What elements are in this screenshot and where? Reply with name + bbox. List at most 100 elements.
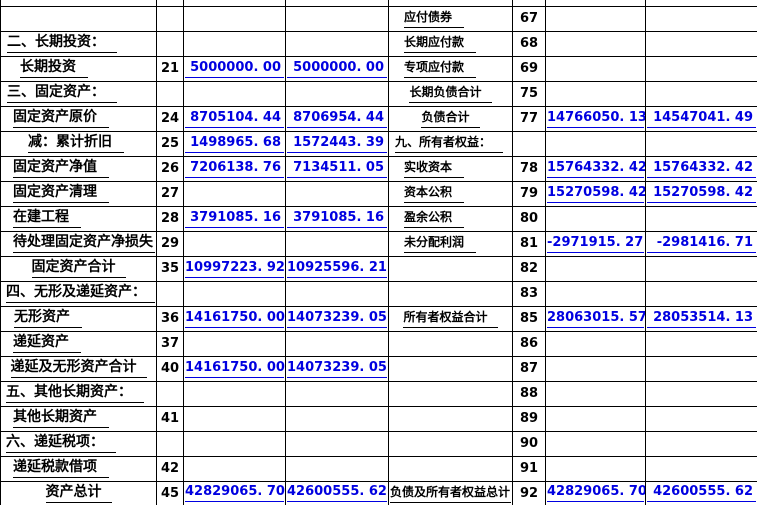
right-value1-cell[interactable] [545,430,646,457]
left-value2-cell[interactable]: 5000000. 00 [285,55,389,82]
left-item-label-cell[interactable]: 二、长期投资： [0,30,157,57]
right-value2-cell[interactable] [645,455,757,482]
left-line-number-cell[interactable]: 27 [156,180,184,207]
left-item-label-cell[interactable]: 递延资产 [0,330,157,357]
left-value2-cell[interactable]: 3791085. 16 [285,205,389,232]
left-line-number-cell[interactable]: 24 [156,105,184,132]
right-value2-cell[interactable]: -2981416. 71 [645,230,757,257]
right-value1-cell[interactable] [545,455,646,482]
right-line-number-cell[interactable]: 90 [512,430,546,457]
left-value2-cell[interactable]: 14073239. 05 [285,355,389,382]
right-item-label-cell[interactable] [388,255,513,282]
left-line-number-cell[interactable] [156,5,184,32]
right-value1-cell[interactable] [545,280,646,307]
left-item-label-cell[interactable]: 固定资产合计 [0,255,157,282]
right-value2-cell[interactable] [645,380,757,407]
left-item-label-cell[interactable]: 固定资产清理 [0,180,157,207]
left-value1-cell[interactable] [183,430,286,457]
left-value1-cell[interactable]: 14161750. 00 [183,305,286,332]
right-line-number-cell[interactable]: 85 [512,305,546,332]
left-item-label-cell[interactable]: 减：累计折旧 [0,130,157,157]
left-value2-cell[interactable] [285,330,389,357]
right-line-number-cell[interactable]: 80 [512,205,546,232]
right-value1-cell[interactable] [545,5,646,32]
right-item-label-cell[interactable]: 未分配利润 [388,230,513,257]
left-value2-cell[interactable]: 8706954. 44 [285,105,389,132]
right-item-label-cell[interactable]: 资本公积 [388,180,513,207]
left-value1-cell[interactable]: 3791085. 16 [183,205,286,232]
right-item-label-cell[interactable]: 九、所有者权益： [388,130,513,157]
right-value1-cell[interactable]: 28063015. 57 [545,305,646,332]
right-value1-cell[interactable] [545,380,646,407]
left-line-number-cell[interactable]: 42 [156,455,184,482]
right-item-label-cell[interactable] [388,430,513,457]
left-value2-cell[interactable] [285,280,389,307]
left-value1-cell[interactable] [183,180,286,207]
left-item-label-cell[interactable]: 固定资产净值 [0,155,157,182]
right-value1-cell[interactable] [545,80,646,107]
right-line-number-cell[interactable]: 86 [512,330,546,357]
right-item-label-cell[interactable]: 负债及所有者权益总计 [388,480,513,505]
left-line-number-cell[interactable]: 37 [156,330,184,357]
right-value1-cell[interactable] [545,405,646,432]
right-value2-cell[interactable] [645,355,757,382]
right-item-label-cell[interactable]: 实收资本 [388,155,513,182]
left-value2-cell[interactable] [285,455,389,482]
right-value1-cell[interactable] [545,205,646,232]
left-item-label-cell[interactable]: 递延税款借项 [0,455,157,482]
left-value2-cell[interactable]: 10925596. 21 [285,255,389,282]
right-value1-cell[interactable]: 15764332. 42 [545,155,646,182]
right-item-label-cell[interactable]: 专项应付款 [388,55,513,82]
right-line-number-cell[interactable]: 67 [512,5,546,32]
left-value2-cell[interactable] [285,80,389,107]
right-line-number-cell[interactable]: 92 [512,480,546,505]
right-value2-cell[interactable] [645,30,757,57]
left-item-label-cell[interactable]: 其他长期资产 [0,405,157,432]
left-line-number-cell[interactable] [156,280,184,307]
left-line-number-cell[interactable] [156,80,184,107]
left-line-number-cell[interactable]: 21 [156,55,184,82]
right-line-number-cell[interactable]: 87 [512,355,546,382]
left-line-number-cell[interactable]: 29 [156,230,184,257]
right-value2-cell[interactable]: 15270598. 42 [645,180,757,207]
left-value1-cell[interactable] [183,280,286,307]
right-line-number-cell[interactable]: 82 [512,255,546,282]
right-item-label-cell[interactable]: 长期负债合计 [388,80,513,107]
right-value1-cell[interactable] [545,130,646,157]
right-value1-cell[interactable] [545,30,646,57]
left-value2-cell[interactable]: 1572443. 39 [285,130,389,157]
left-line-number-cell[interactable]: 36 [156,305,184,332]
right-item-label-cell[interactable] [388,355,513,382]
right-value2-cell[interactable] [645,330,757,357]
left-item-label-cell[interactable]: 在建工程 [0,205,157,232]
right-line-number-cell[interactable]: 78 [512,155,546,182]
right-line-number-cell[interactable]: 75 [512,80,546,107]
left-line-number-cell[interactable] [156,430,184,457]
left-value1-cell[interactable]: 1498965. 68 [183,130,286,157]
right-line-number-cell[interactable] [512,130,546,157]
right-value1-cell[interactable] [545,255,646,282]
right-item-label-cell[interactable]: 长期应付款 [388,30,513,57]
right-value2-cell[interactable] [645,280,757,307]
right-item-label-cell[interactable]: 所有者权益合计 [388,305,513,332]
right-line-number-cell[interactable]: 91 [512,455,546,482]
right-value2-cell[interactable]: 14547041. 49 [645,105,757,132]
left-value1-cell[interactable]: 7206138. 76 [183,155,286,182]
left-value2-cell[interactable] [285,405,389,432]
left-value2-cell[interactable] [285,5,389,32]
left-item-label-cell[interactable]: 递延及无形资产合计 [0,355,157,382]
left-line-number-cell[interactable]: 25 [156,130,184,157]
left-line-number-cell[interactable]: 45 [156,480,184,505]
right-item-label-cell[interactable] [388,455,513,482]
left-item-label-cell[interactable]: 固定资产原价 [0,105,157,132]
left-value1-cell[interactable] [183,80,286,107]
left-line-number-cell[interactable]: 35 [156,255,184,282]
left-line-number-cell[interactable]: 26 [156,155,184,182]
right-line-number-cell[interactable]: 88 [512,380,546,407]
right-value2-cell[interactable] [645,55,757,82]
left-value1-cell[interactable] [183,230,286,257]
right-value1-cell[interactable]: -2971915. 27 [545,230,646,257]
right-value1-cell[interactable] [545,330,646,357]
right-value2-cell[interactable] [645,130,757,157]
right-value1-cell[interactable]: 42829065. 70 [545,480,646,505]
